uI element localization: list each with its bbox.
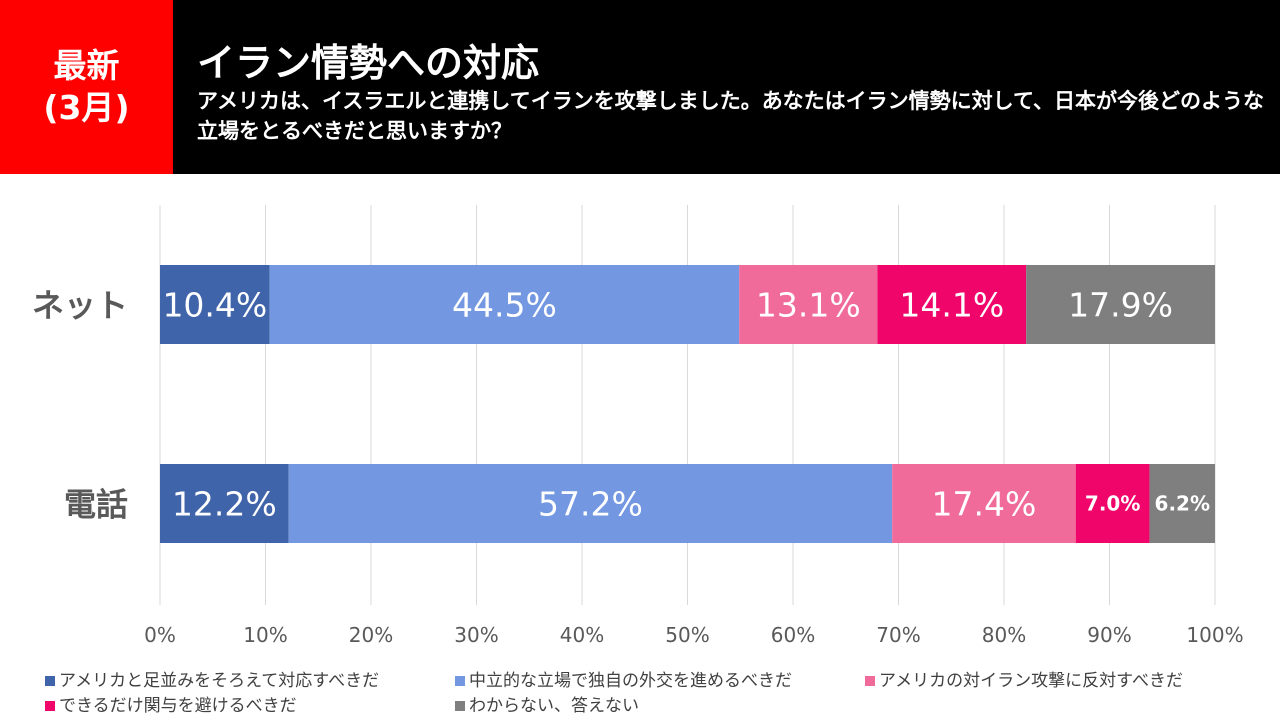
category-label: ネット <box>32 287 128 325</box>
legend-item: わからない、答えない <box>455 691 639 716</box>
legend-item: アメリカと足並みをそろえて対応すべきだ <box>45 666 379 691</box>
bar-segment <box>739 265 878 344</box>
x-tick-label: 70% <box>876 623 920 647</box>
bar-segment <box>892 464 1076 543</box>
x-tick-label: 40% <box>560 623 604 647</box>
legend-label: アメリカと足並みをそろえて対応すべきだ <box>59 671 380 691</box>
data-label: 10.4% <box>162 285 267 324</box>
data-label: 14.1% <box>899 285 1004 324</box>
data-label: 17.9% <box>1068 285 1173 324</box>
x-tick-label: 20% <box>349 623 393 647</box>
legend-label: わからない、答えない <box>469 696 639 716</box>
bar-segment <box>1026 265 1215 344</box>
x-tick-label: 10% <box>243 623 287 647</box>
data-label: 7.0% <box>1085 492 1140 516</box>
latest-badge: 最新 (3月) <box>0 0 173 174</box>
category-label: 電話 <box>64 486 128 524</box>
data-label: 12.2% <box>172 484 277 523</box>
badge-line1: 最新 <box>53 46 120 85</box>
x-tick-label: 0% <box>144 623 176 647</box>
bar-segment <box>1149 464 1215 543</box>
x-tick-label: 60% <box>771 623 815 647</box>
legend-swatch <box>865 676 875 686</box>
x-tick-label: 80% <box>982 623 1026 647</box>
legend-label: できるだけ関与を避けるべきだ <box>59 696 297 716</box>
bar-segment <box>160 464 289 543</box>
page-title: イラン情勢への対応 <box>197 41 540 85</box>
legend-label: 中立的な立場で独自の外交を進めるべきだ <box>469 671 792 691</box>
bar-segment <box>269 265 740 344</box>
x-tick-label: 30% <box>454 623 498 647</box>
stacked-bar-chart: 0% 10% 20% 30% 40% 50% 60% 70% 80% 90% 100% ネット 10.4… <box>32 205 1244 647</box>
badge-line2: (3月) <box>43 88 130 127</box>
x-tick-label: 100% <box>1186 623 1243 647</box>
bar-segment <box>1075 464 1150 543</box>
bar-segment <box>160 265 270 344</box>
data-label: 13.1% <box>756 285 861 324</box>
legend-swatch <box>45 676 55 686</box>
survey-question: アメリカは、イスラエルと連携してイランを攻撃しました。あなたはイラン情勢に対して… <box>197 89 1265 143</box>
x-tick-label: 50% <box>665 623 709 647</box>
bar-segment <box>877 265 1027 344</box>
legend-swatch <box>455 701 465 711</box>
legend-swatch <box>45 701 55 711</box>
x-tick-label: 90% <box>1087 623 1131 647</box>
legend-item: アメリカの対イラン攻撃に反対すべきだ <box>865 666 1183 691</box>
legend-item: 中立的な立場で独自の外交を進めるべきだ <box>455 666 792 691</box>
data-label: 6.2% <box>1155 492 1210 516</box>
data-label: 44.5% <box>452 285 557 324</box>
data-label: 57.2% <box>538 484 643 523</box>
data-label: 17.4% <box>932 484 1037 523</box>
header: 最新 (3月) イラン情勢への対応 アメリカは、イスラエルと連携してイランを攻撃… <box>0 0 1280 174</box>
legend-item: できるだけ関与を避けるべきだ <box>45 691 297 716</box>
legend-swatch <box>455 676 465 686</box>
bar-segment <box>288 464 893 543</box>
legend-label: アメリカの対イラン攻撃に反対すべきだ <box>879 671 1183 691</box>
